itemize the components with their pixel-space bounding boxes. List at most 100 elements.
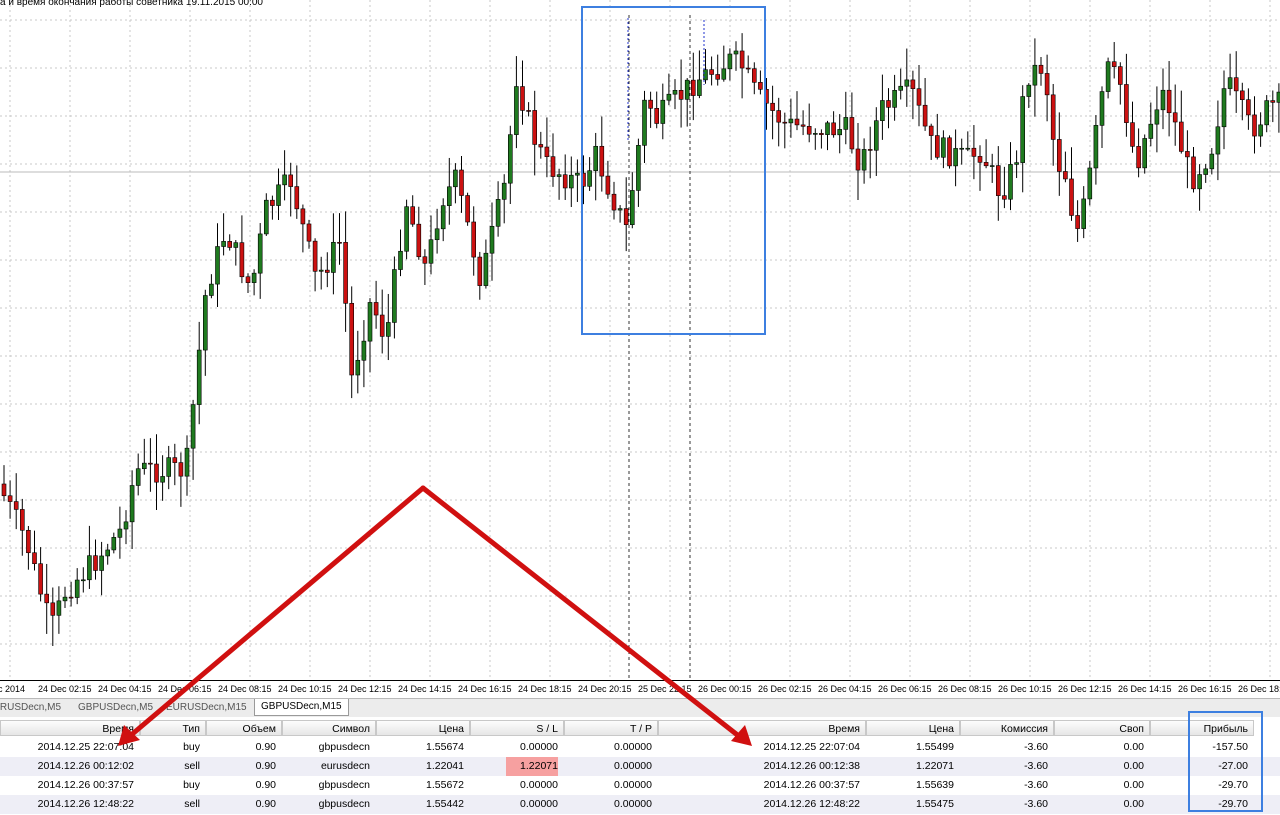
table-row[interactable]: 2014.12.26 00:37:57 buy 0.90 gbpusdecn 1.556…: [0, 776, 1280, 795]
cell-close-time: 2014.12.26 00:12:38: [763, 760, 860, 772]
table-row[interactable]: 2014.12.25 22:07:04 buy 0.90 gbpusdecn 1.556…: [0, 738, 1280, 757]
candle: [904, 48, 910, 107]
candle: [56, 586, 62, 634]
candle: [910, 70, 916, 120]
col-symbol[interactable]: Символ: [282, 720, 376, 736]
candle: [404, 199, 409, 260]
col-tp[interactable]: T / P: [564, 720, 658, 736]
candle: [81, 567, 86, 593]
table-row[interactable]: 2014.12.26 12:48:22 sell 0.90 gbpusdecn 1.55…: [0, 795, 1280, 814]
chart-tab[interactable]: EURUSDecn,M15: [166, 702, 247, 713]
candle: [587, 157, 592, 191]
time-axis-label: 26 Dec 00:15: [698, 684, 752, 694]
chart-tab[interactable]: EURUSDecn,M5: [0, 702, 62, 713]
candle: [758, 70, 763, 95]
candle: [788, 98, 794, 138]
candle: [318, 256, 324, 290]
time-axis-label: 26 Dec 18:15: [1238, 684, 1280, 694]
candle: [776, 97, 782, 147]
col-close-time[interactable]: Время: [658, 720, 866, 736]
time-axis-label: 26 Dec 06:15: [878, 684, 932, 694]
candle: [263, 193, 269, 236]
candle: [873, 107, 879, 176]
candle: [849, 92, 855, 154]
col-profit[interactable]: Прибыль: [1150, 720, 1254, 736]
table-row[interactable]: 2014.12.26 00:12:02 sell 0.90 eurusdecn 1.22…: [0, 757, 1280, 776]
candle: [1221, 70, 1227, 150]
time-axis-label: 24 Dec 10:15: [278, 684, 332, 694]
cell-tp: 0.00000: [614, 741, 652, 753]
candle: [1087, 160, 1093, 206]
col-close-price[interactable]: Цена: [866, 720, 960, 736]
candle: [1, 465, 7, 502]
candle: [520, 60, 525, 125]
candle: [800, 110, 806, 136]
candle: [1057, 112, 1062, 196]
cell-type: buy: [183, 779, 200, 791]
candle: [440, 198, 446, 242]
candle: [1081, 186, 1086, 239]
candle: [385, 293, 391, 361]
candle: [654, 91, 660, 129]
cell-open-price: 1.55442: [426, 798, 464, 810]
col-swap[interactable]: Своп: [1054, 720, 1150, 736]
col-volume[interactable]: Объем: [206, 720, 282, 736]
candle: [26, 525, 31, 570]
candle: [1270, 90, 1276, 123]
cell-close-price: 1.55475: [916, 798, 954, 810]
cell-type: buy: [183, 741, 200, 753]
profit-highlight-box: [1188, 711, 1263, 812]
col-type[interactable]: Тип: [140, 720, 206, 736]
cell-swap: 0.00: [1123, 760, 1144, 772]
col-commission[interactable]: Комиссия: [960, 720, 1054, 736]
cell-sl: 0.00000: [520, 741, 558, 753]
candle: [733, 41, 739, 71]
candle: [477, 251, 483, 300]
time-axis-label: 24 Dec 06:15: [158, 684, 212, 694]
candle: [971, 125, 977, 180]
candle: [1008, 142, 1013, 211]
col-sl[interactable]: S / L: [470, 720, 564, 736]
time-axis-label: 26 Dec 02:15: [758, 684, 812, 694]
candle: [1179, 90, 1184, 154]
candle: [605, 160, 611, 199]
cell-close-time: 2014.12.25 22:07:04: [763, 741, 860, 753]
candle: [1252, 96, 1257, 154]
candle: [239, 215, 245, 284]
time-axis-label: 26 Dec 10:15: [998, 684, 1052, 694]
candle: [1020, 85, 1026, 193]
candle: [245, 273, 251, 294]
trade-history-table: Время Тип Объем Символ Цена S / L T / P …: [0, 718, 1280, 815]
cell-open-time: 2014.12.26 00:12:02: [37, 760, 134, 772]
price-chart[interactable]: а и время окончания работы советника 19.…: [0, 0, 1280, 680]
candle: [880, 74, 885, 140]
candle: [1099, 86, 1105, 148]
candle: [1063, 151, 1068, 183]
chart-tab[interactable]: GBPUSDecn,M15: [254, 699, 349, 716]
candle: [1142, 134, 1147, 174]
candle: [715, 54, 721, 86]
candle: [898, 68, 904, 100]
candle: [495, 181, 501, 237]
cell-sl: 0.00000: [520, 779, 558, 791]
candle: [154, 434, 159, 510]
candle: [660, 83, 666, 140]
cell-type: sell: [184, 760, 200, 772]
chart-tab[interactable]: GBPUSDecn,M5: [78, 702, 154, 713]
candle: [1258, 112, 1263, 147]
candle: [483, 239, 489, 289]
candle: [459, 155, 464, 213]
candle: [599, 116, 605, 192]
col-open-time[interactable]: Время: [0, 720, 140, 736]
candle: [1209, 148, 1215, 175]
candle: [1093, 115, 1099, 185]
candle: [62, 586, 68, 608]
col-open-price[interactable]: Цена: [376, 720, 470, 736]
candle: [1240, 82, 1245, 121]
cell-symbol: gbpusdecn: [318, 741, 370, 753]
cell-open-time: 2014.12.26 12:48:22: [37, 798, 134, 810]
candle: [142, 438, 147, 475]
candle: [1044, 54, 1050, 122]
candle: [410, 195, 416, 227]
candle: [837, 114, 843, 154]
